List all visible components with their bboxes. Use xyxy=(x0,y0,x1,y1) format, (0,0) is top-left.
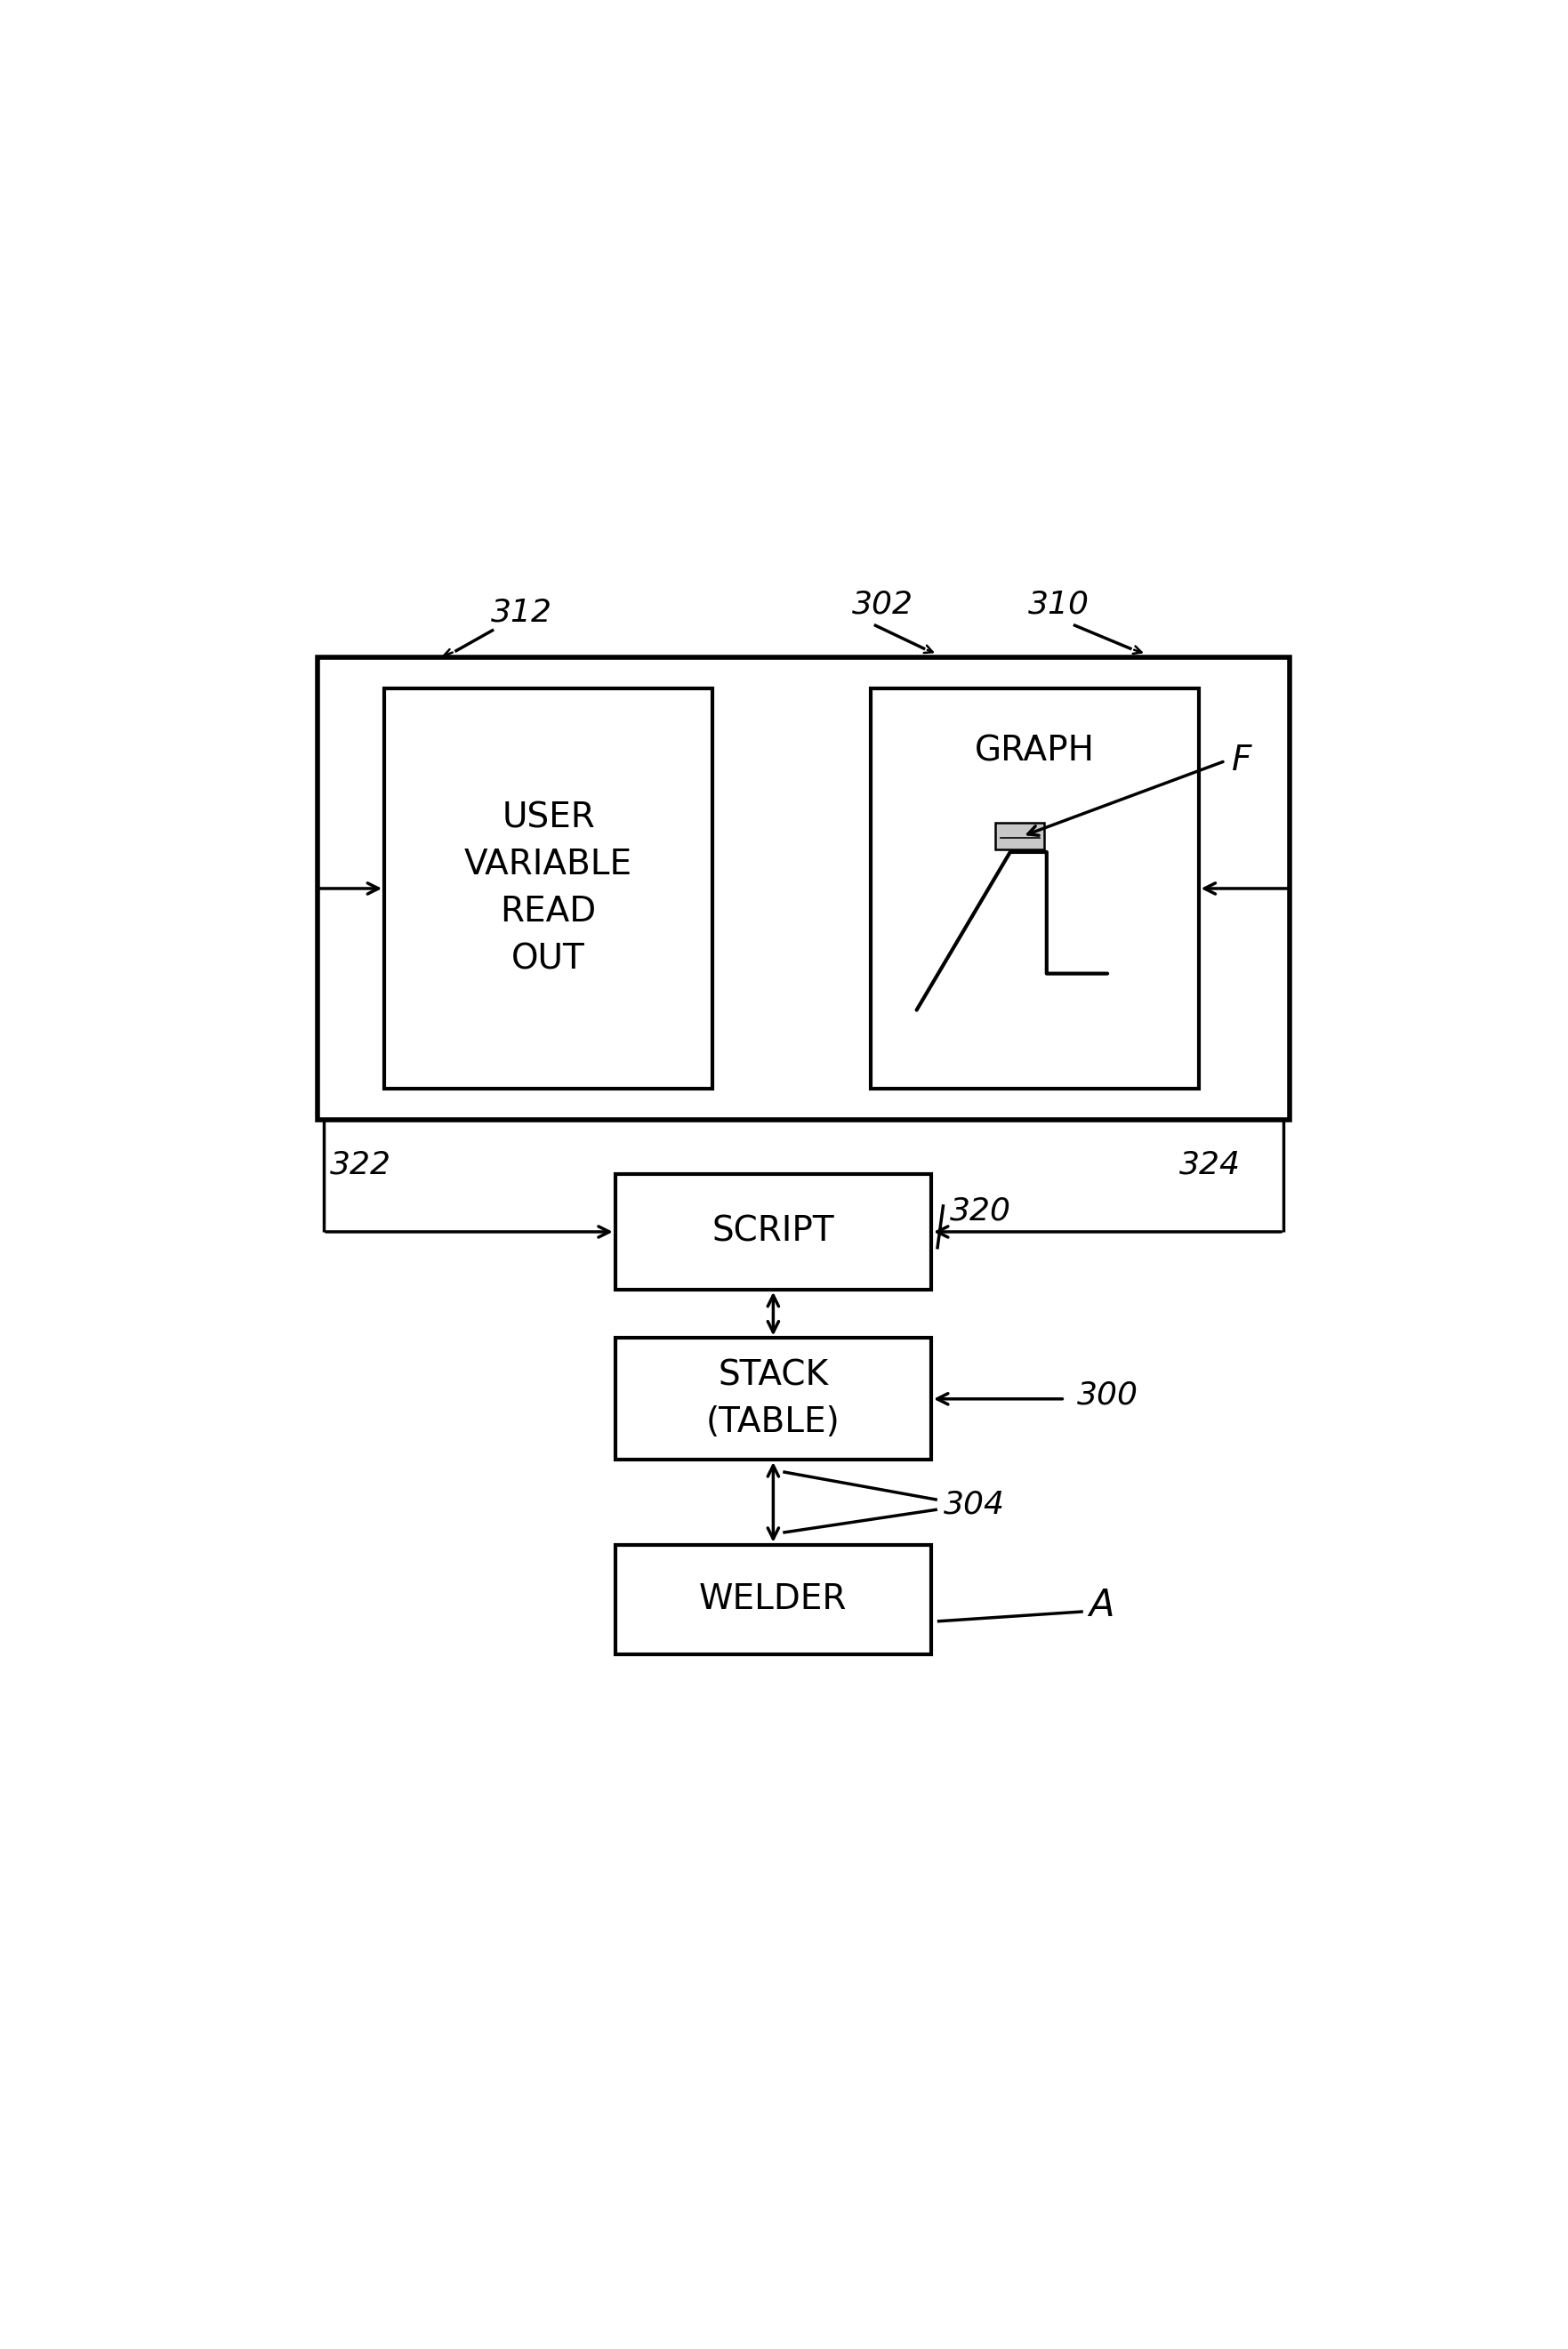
Text: 300: 300 xyxy=(1077,1381,1138,1409)
Text: 312: 312 xyxy=(491,597,552,627)
Text: GRAPH: GRAPH xyxy=(974,735,1094,768)
Text: 302: 302 xyxy=(851,590,913,620)
Text: A: A xyxy=(1090,1588,1115,1623)
Text: 310: 310 xyxy=(1029,590,1090,620)
Bar xyxy=(996,822,1044,850)
Text: USER
VARIABLE
READ
OUT: USER VARIABLE READ OUT xyxy=(464,801,632,977)
Bar xyxy=(318,658,1290,1120)
Text: SCRIPT: SCRIPT xyxy=(712,1214,834,1250)
Text: 304: 304 xyxy=(944,1489,1005,1520)
Text: F: F xyxy=(1231,745,1251,778)
Text: WELDER: WELDER xyxy=(699,1583,847,1616)
Bar xyxy=(870,688,1198,1090)
Bar xyxy=(615,1174,931,1290)
Bar xyxy=(615,1546,931,1654)
Bar xyxy=(615,1339,931,1459)
Text: 322: 322 xyxy=(329,1149,390,1179)
Text: 320: 320 xyxy=(950,1196,1011,1226)
Bar xyxy=(384,688,712,1090)
Text: STACK
(TABLE): STACK (TABLE) xyxy=(706,1358,840,1440)
Text: 324: 324 xyxy=(1179,1149,1242,1179)
